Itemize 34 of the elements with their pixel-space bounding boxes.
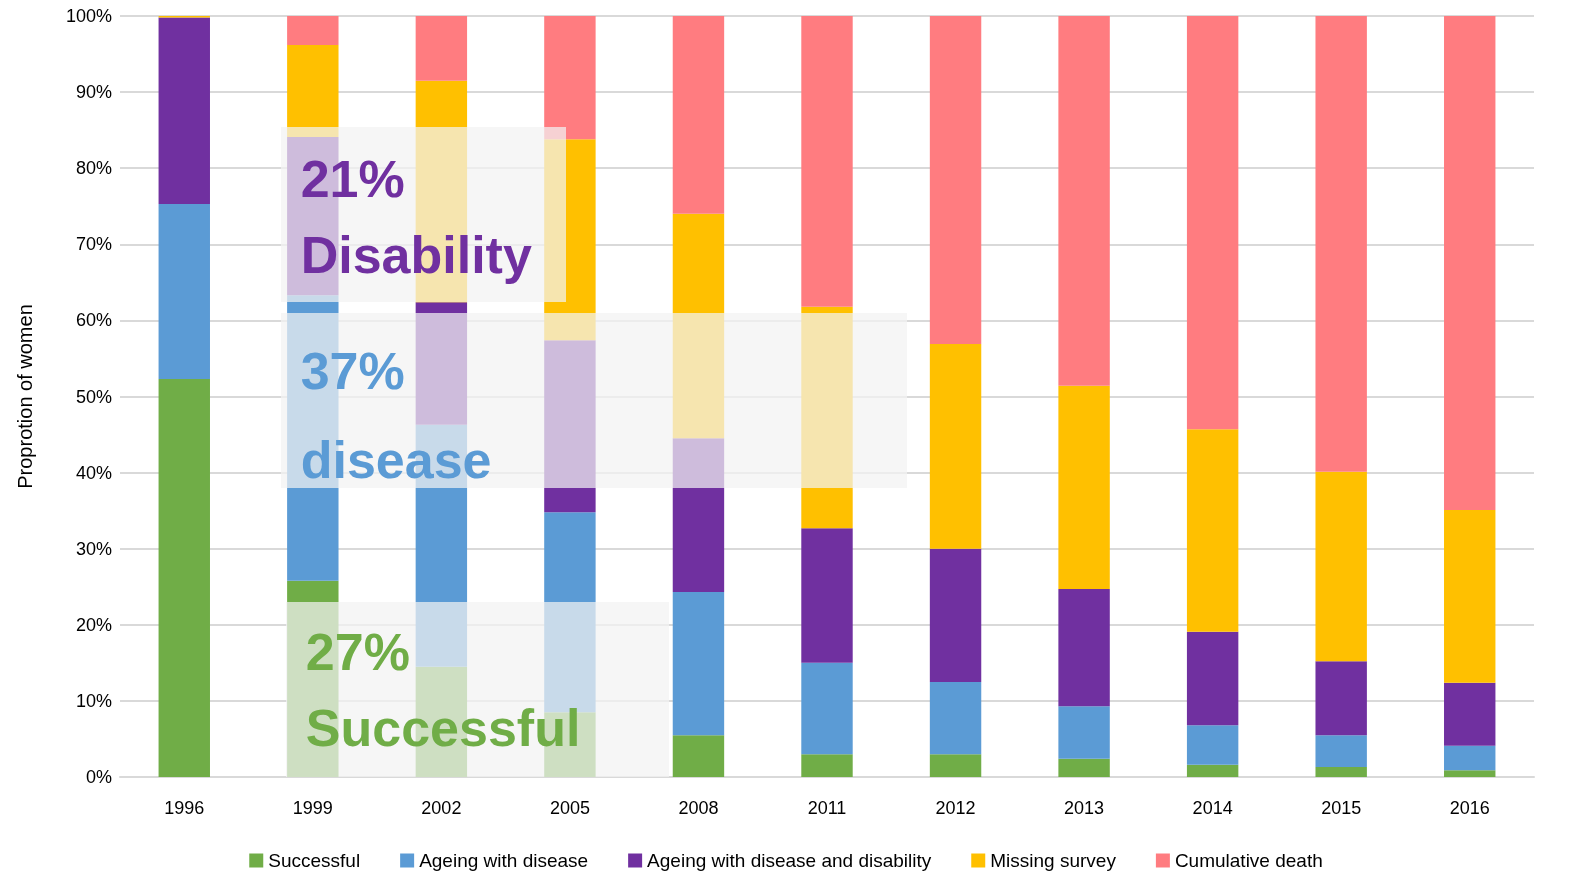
x-tick-label: 2015 — [1321, 798, 1362, 818]
x-tick-label: 1999 — [292, 798, 333, 818]
y-tick-label: 100% — [65, 6, 112, 26]
legend-label: Successful — [268, 850, 361, 871]
legend-label: Missing survey — [990, 850, 1117, 871]
x-tick-label: 1996 — [164, 798, 205, 818]
x-tick-label: 2011 — [807, 798, 847, 818]
x-tick-label: 2012 — [935, 798, 976, 818]
note-panel: 21% Disability — [280, 127, 567, 303]
note-panel: 27% Successful — [285, 601, 669, 777]
y-tick-label: 0% — [85, 767, 112, 787]
x-tick-label: 2014 — [1192, 798, 1233, 818]
legend-label: Cumulative death — [1174, 850, 1323, 871]
y-tick-label: 70% — [75, 234, 112, 255]
y-tick-label: 90% — [75, 82, 112, 103]
legend-label: Ageing with disease and disability — [647, 850, 932, 871]
x-tick-label: 2002 — [421, 798, 462, 818]
annotation: 27% Successful — [305, 622, 581, 757]
y-axis-title: Proprotion of women — [14, 304, 36, 489]
annotation: 21% Disability — [300, 150, 532, 285]
y-tick-label: 10% — [75, 690, 112, 711]
y-tick-label: 30% — [75, 538, 112, 559]
note-panel: 37% disease — [280, 312, 907, 488]
y-tick-label: 50% — [75, 386, 112, 407]
y-tick-label: 20% — [75, 614, 112, 635]
x-tick-label: 2005 — [549, 798, 590, 818]
y-tick-label: 60% — [75, 310, 112, 331]
x-tick-label: 2016 — [1449, 798, 1490, 818]
legend-label: Ageing with disease — [419, 850, 589, 871]
annotation: 37% disease — [300, 341, 492, 489]
y-tick-label: 40% — [75, 462, 112, 483]
x-tick-label: 2008 — [678, 798, 719, 818]
y-tick-label: 80% — [75, 158, 112, 179]
x-tick-label: 2013 — [1064, 798, 1105, 818]
